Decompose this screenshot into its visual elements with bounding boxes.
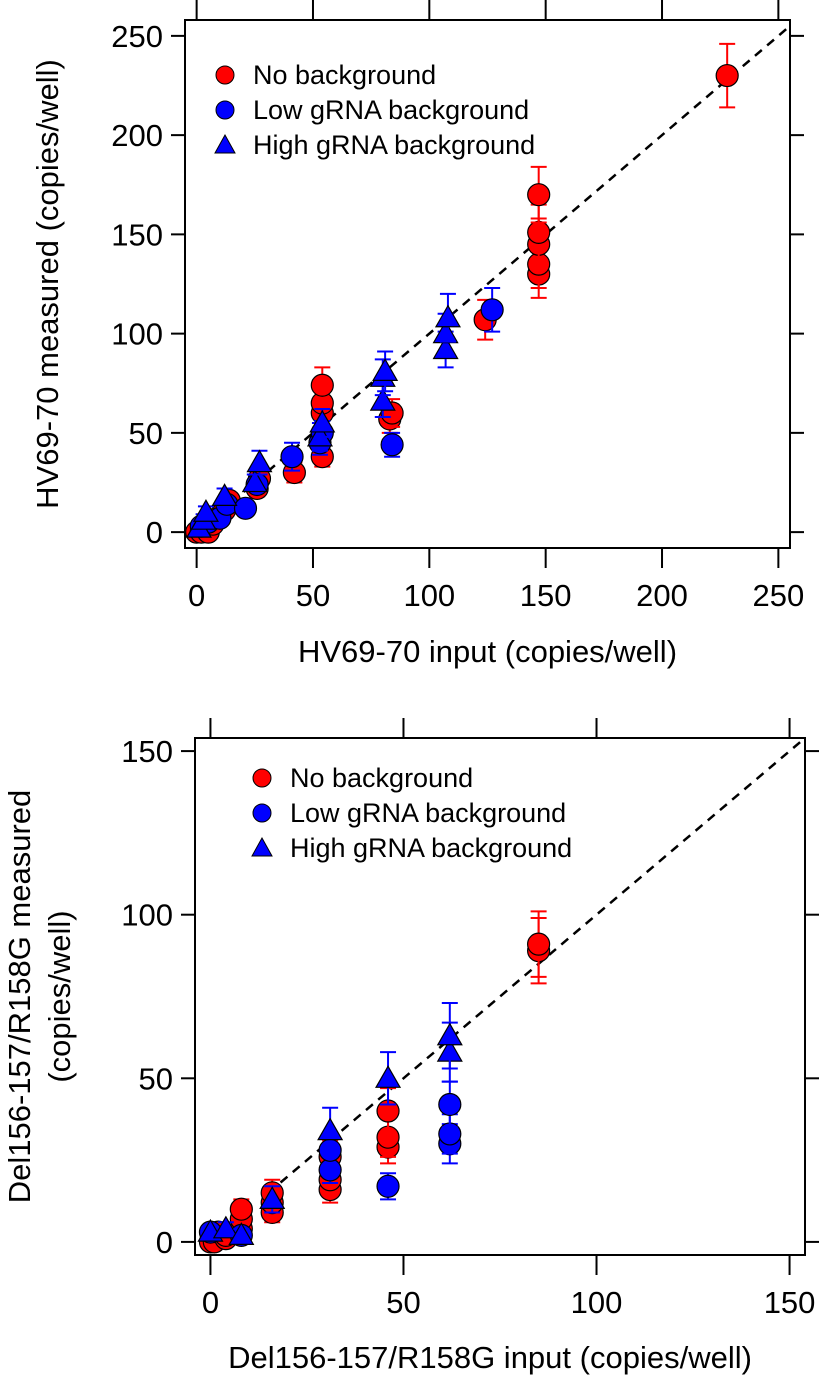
legend-label: Low gRNA background	[290, 798, 566, 828]
x-tick-label: 50	[386, 1285, 420, 1320]
plot-frame	[184, 19, 791, 549]
data-point-triangle	[369, 387, 396, 411]
data-point-triangle	[309, 409, 336, 433]
data-point-triangle	[211, 483, 238, 506]
y-tick-label: 0	[156, 1225, 173, 1260]
data-point-triangle	[259, 1186, 286, 1209]
x-tick-label: 0	[202, 1285, 219, 1320]
y-tick-label: 200	[111, 118, 163, 153]
y-axis-title: HV69-70 measured (copies/well)	[30, 59, 65, 509]
data-point-circle	[527, 932, 551, 956]
data-point-triangle	[306, 423, 333, 447]
data-point-circle	[376, 1174, 400, 1198]
y-axis-title: Del156-157/R158G measured (copies/well)	[2, 790, 77, 1204]
data-point-circle	[527, 220, 551, 244]
legend-marker-circle	[252, 803, 272, 823]
data-point-triangle	[246, 449, 273, 473]
data-point-circle	[715, 63, 739, 88]
data-point-circle	[310, 373, 334, 397]
x-axis-title: HV69-70 input (copies/well)	[298, 634, 677, 669]
y-tick-label: 50	[129, 416, 163, 451]
y-tick-label: 150	[121, 734, 173, 769]
legend-marker-triangle	[251, 836, 273, 857]
x-tick-label: 150	[764, 1285, 816, 1320]
legend: No background Low gRNA background High gRN…	[214, 60, 535, 160]
legend-label: High gRNA background	[253, 130, 535, 160]
x-tick-label: 0	[188, 578, 205, 613]
reference-line	[267, 737, 806, 1194]
series-1	[198, 910, 551, 1254]
data-point-circle	[527, 183, 551, 207]
data-point-triangle	[212, 1215, 239, 1239]
y-axis-title-line: (copies/well)	[42, 910, 77, 1082]
x-tick-label: 200	[636, 578, 688, 613]
x-axis-title: Del156-157/R158G input (copies/well)	[228, 1340, 752, 1375]
y-tick-label: 250	[111, 19, 163, 54]
data-point-triangle	[317, 1117, 344, 1141]
y-tick-label: 50	[139, 1061, 173, 1096]
data-point-triangle	[375, 1065, 402, 1088]
y-tick-label: 100	[121, 898, 173, 933]
legend-label: No background	[290, 763, 473, 793]
legend-label: Low gRNA background	[253, 95, 529, 125]
y-axis-title-line: HV69-70 measured (copies/well)	[30, 59, 65, 509]
reference-line	[230, 25, 791, 504]
x-tick-label: 100	[403, 578, 455, 613]
legend-label: High gRNA background	[290, 833, 572, 863]
x-tick-label: 50	[296, 578, 330, 613]
legend-marker-circle	[215, 65, 235, 85]
data-point-triangle	[372, 358, 399, 381]
data-point-triangle	[432, 320, 459, 344]
data-point-triangle	[228, 1222, 255, 1245]
y-axis-title-line: Del156-157/R158G measured	[2, 790, 37, 1204]
legend: No background Low gRNA background High gRN…	[251, 763, 572, 863]
y-tick-label: 0	[146, 515, 163, 550]
legend-marker-circle	[215, 100, 235, 120]
data-point-circle	[233, 496, 258, 520]
legend-marker-circle	[252, 768, 272, 788]
data-point-triangle	[434, 304, 461, 328]
chart-2: 0 50 100 150 0 50 100 150 Del156-157/R158G input…	[2, 718, 819, 1375]
x-tick-label: 100	[571, 1285, 623, 1320]
data-point-circle	[480, 298, 504, 322]
data-point-triangle	[241, 469, 268, 493]
x-tick-label: 250	[752, 578, 804, 613]
data-point-circle	[280, 445, 304, 469]
data-point-circle	[380, 433, 404, 457]
plot-frame	[194, 737, 806, 1256]
chart-1: 0 50 100 150 200 250 0 50 100 150 200 250 HV69-70 in…	[30, 0, 804, 669]
legend-marker-triangle	[214, 133, 236, 154]
data-point-triangle	[436, 1022, 463, 1046]
data-point-circle	[229, 1197, 253, 1221]
y-tick-label: 100	[111, 317, 163, 352]
data-point-circle	[438, 1092, 462, 1117]
series-3	[197, 1002, 463, 1245]
series-3	[185, 292, 461, 538]
x-tick-label: 150	[520, 578, 572, 613]
legend-label: No background	[253, 60, 436, 90]
y-tick-label: 150	[111, 217, 163, 252]
data-point-triangle	[192, 499, 219, 522]
